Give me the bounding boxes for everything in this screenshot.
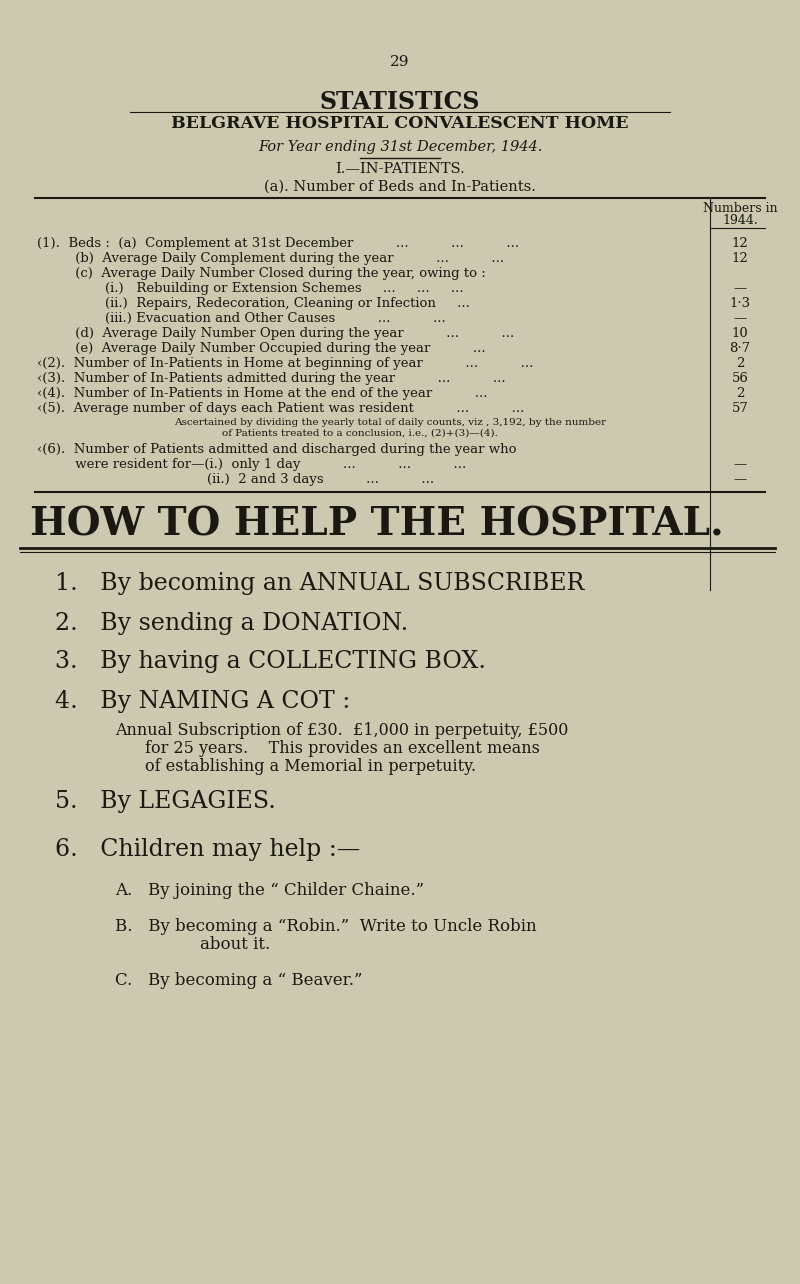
Text: —: — [734,473,746,487]
Text: 1944.: 1944. [722,214,758,227]
Text: were resident for—(i.)  only 1 day          ...          ...          ...: were resident for—(i.) only 1 day ... ..… [37,458,466,471]
Text: 57: 57 [731,402,749,415]
Text: 8·7: 8·7 [730,342,750,354]
Text: for 25 years.    This provides an excellent means: for 25 years. This provides an excellent… [145,740,540,758]
Text: (1).  Beds :  (a)  Complement at 31st December          ...          ...        : (1). Beds : (a) Complement at 31st Decem… [37,238,519,250]
Text: 1.   By becoming an ANNUAL SUBSCRIBER: 1. By becoming an ANNUAL SUBSCRIBER [55,571,584,594]
Text: (a). Number of Beds and In-Patients.: (a). Number of Beds and In-Patients. [264,180,536,194]
Text: ‹(5).  Average number of days each Patient was resident          ...          ..: ‹(5). Average number of days each Patien… [37,402,524,415]
Text: (i.)   Rebuilding or Extension Schemes     ...     ...     ...: (i.) Rebuilding or Extension Schemes ...… [37,282,464,295]
Text: 10: 10 [732,327,748,340]
Text: 12: 12 [732,252,748,265]
Text: B.   By becoming a “Robin.”  Write to Uncle Robin: B. By becoming a “Robin.” Write to Uncle… [115,918,537,935]
Text: (c)  Average Daily Number Closed during the year, owing to :: (c) Average Daily Number Closed during t… [37,267,486,280]
Text: (ii.)  2 and 3 days          ...          ...: (ii.) 2 and 3 days ... ... [37,473,434,487]
Text: 2: 2 [736,386,744,401]
Text: (ii.)  Repairs, Redecoration, Cleaning or Infection     ...: (ii.) Repairs, Redecoration, Cleaning or… [37,297,470,309]
Text: 3.   By having a COLLECTING BOX.: 3. By having a COLLECTING BOX. [55,650,486,673]
Text: STATISTICS: STATISTICS [320,90,480,114]
Text: —: — [734,458,746,471]
Text: —: — [734,282,746,295]
Text: Annual Subscription of £30.  £1,000 in perpetuity, £500: Annual Subscription of £30. £1,000 in pe… [115,722,568,740]
Text: ‹(3).  Number of In-Patients admitted during the year          ...          ...: ‹(3). Number of In-Patients admitted dur… [37,372,506,385]
Text: 2.   By sending a DONATION.: 2. By sending a DONATION. [55,612,408,636]
Text: I.—IN-PATIENTS.: I.—IN-PATIENTS. [335,162,465,176]
Text: 6.   Children may help :—: 6. Children may help :— [55,838,360,862]
Text: (d)  Average Daily Number Open during the year          ...          ...: (d) Average Daily Number Open during the… [37,327,514,340]
Text: 12: 12 [732,238,748,250]
Text: 29: 29 [390,55,410,69]
Text: C.   By becoming a “ Beaver.”: C. By becoming a “ Beaver.” [115,972,362,989]
Text: A.   By joining the “ Childer Chaine.”: A. By joining the “ Childer Chaine.” [115,882,424,899]
Text: ‹(2).  Number of In-Patients in Home at beginning of year          ...          : ‹(2). Number of In-Patients in Home at b… [37,357,534,370]
Text: HOW TO HELP THE HOSPITAL.: HOW TO HELP THE HOSPITAL. [30,506,724,544]
Text: Ascertained by dividing the yearly total of daily counts, viz , 3,192, by the nu: Ascertained by dividing the yearly total… [174,419,606,428]
Text: (iii.) Evacuation and Other Causes          ...          ...: (iii.) Evacuation and Other Causes ... .… [37,312,446,325]
Text: Numbers in: Numbers in [702,202,778,214]
Text: 2: 2 [736,357,744,370]
Text: 5.   By LEGAGIES.: 5. By LEGAGIES. [55,790,276,813]
Text: (e)  Average Daily Number Occupied during the year          ...: (e) Average Daily Number Occupied during… [37,342,486,354]
Text: 56: 56 [731,372,749,385]
Text: of Patients treated to a conclusion, i.e., (2)+(3)—(4).: of Patients treated to a conclusion, i.e… [222,429,498,438]
Text: 1·3: 1·3 [730,297,750,309]
Text: 4.   By NAMING A COT :: 4. By NAMING A COT : [55,690,350,713]
Text: BELGRAVE HOSPITAL CONVALESCENT HOME: BELGRAVE HOSPITAL CONVALESCENT HOME [171,116,629,132]
Text: ‹(4).  Number of In-Patients in Home at the end of the year          ...: ‹(4). Number of In-Patients in Home at t… [37,386,487,401]
Text: —: — [734,312,746,325]
Text: ‹(6).  Number of Patients admitted and discharged during the year who: ‹(6). Number of Patients admitted and di… [37,443,517,456]
Text: (b)  Average Daily Complement during the year          ...          ...: (b) Average Daily Complement during the … [37,252,504,265]
Text: For Year ending 31st December, 1944.: For Year ending 31st December, 1944. [258,140,542,154]
Text: of establishing a Memorial in perpetuity.: of establishing a Memorial in perpetuity… [145,758,476,776]
Text: about it.: about it. [200,936,270,953]
